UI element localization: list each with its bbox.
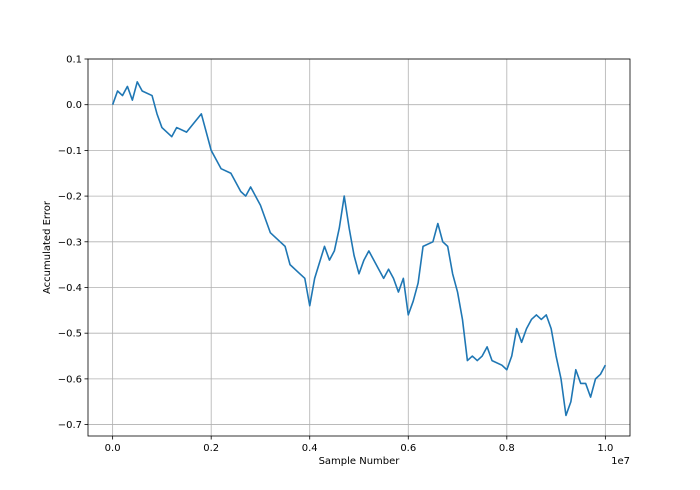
series-line	[111, 81, 607, 417]
x-axis-offset-label: 1e7	[611, 456, 630, 467]
y-tick-label: −0.4	[58, 283, 82, 294]
y-tick-label: −0.7	[58, 420, 82, 431]
y-tick-label: −0.6	[58, 374, 82, 385]
x-axis-label: Sample Number	[319, 456, 401, 467]
y-tick-label: −0.5	[58, 329, 82, 340]
x-tick-label: 0.4	[302, 443, 318, 454]
y-tick-label: 0.0	[66, 100, 82, 111]
axes-frame	[87, 58, 631, 437]
y-tick-label: −0.1	[58, 146, 82, 157]
y-tick-label: 0.1	[66, 55, 82, 66]
y-axis-label: Accumulated Error	[42, 200, 53, 294]
y-axis: 0.1 0.0 −0.1 −0.2 −0.3 −0.4 −0.5 −0.6 −0.7	[58, 55, 88, 431]
x-tick-label: 1.0	[597, 443, 613, 454]
x-tick-label: 0.0	[105, 443, 121, 454]
x-tick-label: 0.6	[400, 443, 416, 454]
x-tick-label: 0.8	[499, 443, 515, 454]
x-axis: 0.0 0.2 0.4 0.6 0.8 1.0	[105, 436, 613, 454]
x-tick-label: 0.2	[203, 443, 219, 454]
grid	[88, 58, 630, 436]
y-tick-label: −0.2	[58, 192, 82, 203]
y-tick-label: −0.3	[58, 237, 82, 248]
plot-area	[111, 81, 607, 417]
